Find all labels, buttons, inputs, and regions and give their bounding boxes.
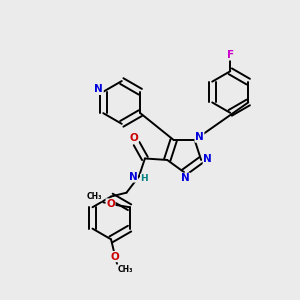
Text: N: N	[195, 132, 204, 142]
Text: N: N	[203, 154, 212, 164]
Text: H: H	[140, 174, 148, 183]
Text: O: O	[110, 252, 119, 262]
Text: CH₃: CH₃	[118, 265, 133, 274]
Text: F: F	[227, 50, 234, 60]
Text: N: N	[181, 173, 190, 183]
Text: O: O	[106, 199, 115, 209]
Text: CH₃: CH₃	[86, 192, 102, 201]
Text: methoxy: methoxy	[101, 203, 107, 204]
Text: N: N	[94, 84, 103, 94]
Text: N: N	[129, 172, 137, 182]
Text: O: O	[129, 133, 138, 143]
